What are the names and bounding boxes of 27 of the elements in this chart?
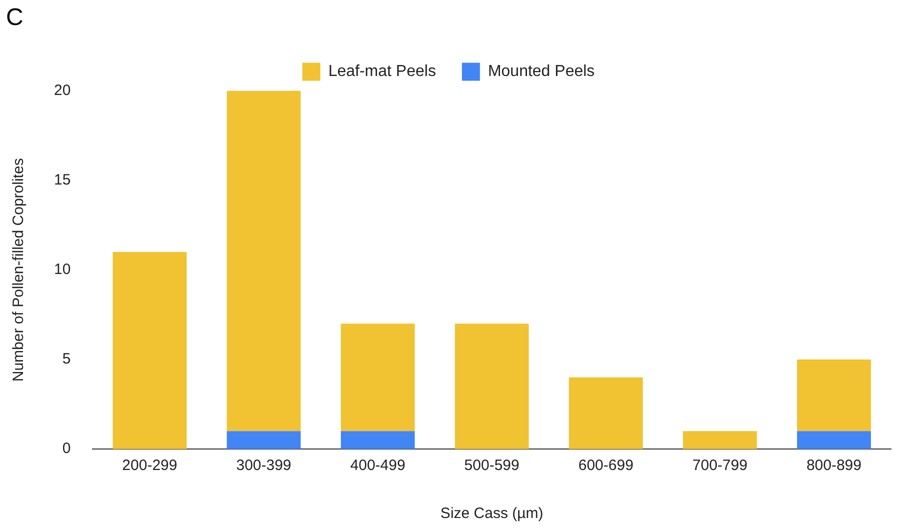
y-tick-label: 10 [54, 261, 71, 278]
y-tick-label: 0 [62, 440, 71, 458]
bar [340, 431, 415, 449]
x-tick-label: 300-399 [236, 457, 292, 474]
legend-label: Leaf-mat Peels [328, 63, 436, 80]
bar [226, 431, 301, 449]
bar [568, 377, 643, 449]
bar [226, 90, 301, 432]
legend-label: Mounted Peels [488, 63, 595, 80]
x-axis-title: Size Cass (µm) [440, 505, 544, 522]
y-tick-label: 5 [62, 350, 71, 368]
x-tick-label: 200-299 [122, 457, 178, 474]
x-tick-label: 500-599 [464, 457, 520, 474]
bar [682, 431, 757, 449]
bar [797, 431, 871, 449]
bar [112, 252, 187, 449]
x-tick-label: 800-899 [806, 457, 862, 474]
x-tick-label: 600-699 [578, 457, 634, 474]
y-tick-label: 20 [54, 82, 71, 99]
x-tick-label: 400-499 [350, 457, 406, 474]
x-tick-label: 700-799 [692, 457, 748, 474]
bar [454, 324, 529, 449]
y-axis-title: Number of Pollen-filled Coprolites [10, 158, 28, 382]
bar [340, 324, 415, 432]
chart-title: C [6, 4, 24, 32]
y-tick-label: 15 [54, 171, 71, 188]
bar [797, 359, 871, 432]
